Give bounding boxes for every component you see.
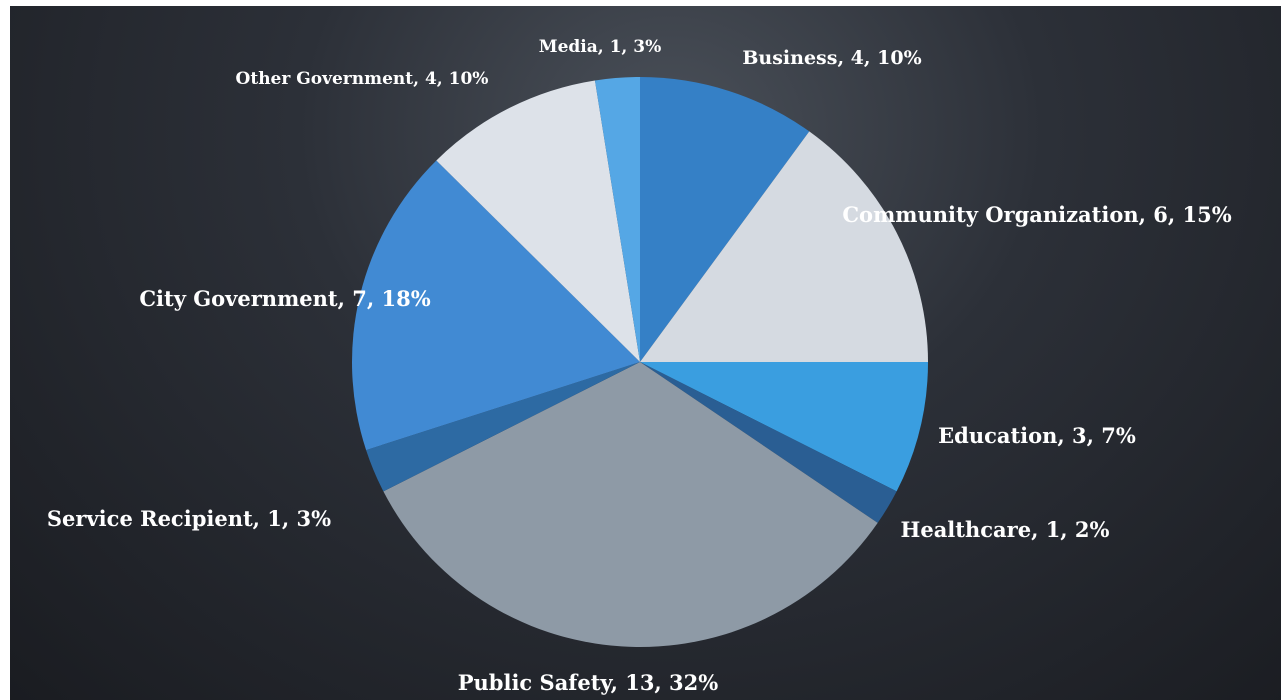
pie-labels: Business, 4, 10% Community Organization, … xyxy=(47,37,1232,695)
label-community-organization: Community Organization, 6, 15% xyxy=(842,202,1231,227)
pie-slice-business xyxy=(640,77,810,362)
pie-slice-community-organization xyxy=(640,131,928,362)
pie-slice-healthcare xyxy=(640,362,897,523)
pie-slice-service-recipient xyxy=(366,362,640,492)
pie-slice-city-government xyxy=(352,160,640,451)
label-healthcare: Healthcare, 1, 2% xyxy=(901,517,1110,542)
label-education: Education, 3, 7% xyxy=(938,423,1136,448)
pie-slice-education xyxy=(640,362,928,492)
label-service-recipient: Service Recipient, 1, 3% xyxy=(47,506,331,531)
label-media: Media, 1, 3% xyxy=(539,37,661,57)
label-business: Business, 4, 10% xyxy=(742,47,921,69)
pie-slice-other-government xyxy=(436,80,640,362)
label-other-government: Other Government, 4, 10% xyxy=(236,69,489,89)
label-public-safety: Public Safety, 13, 32% xyxy=(458,670,719,695)
pie-slice-media xyxy=(594,77,640,362)
label-city-government: City Government, 7, 18% xyxy=(139,286,430,311)
pie-slices xyxy=(352,77,928,647)
pie-slice-public-safety xyxy=(383,362,878,647)
